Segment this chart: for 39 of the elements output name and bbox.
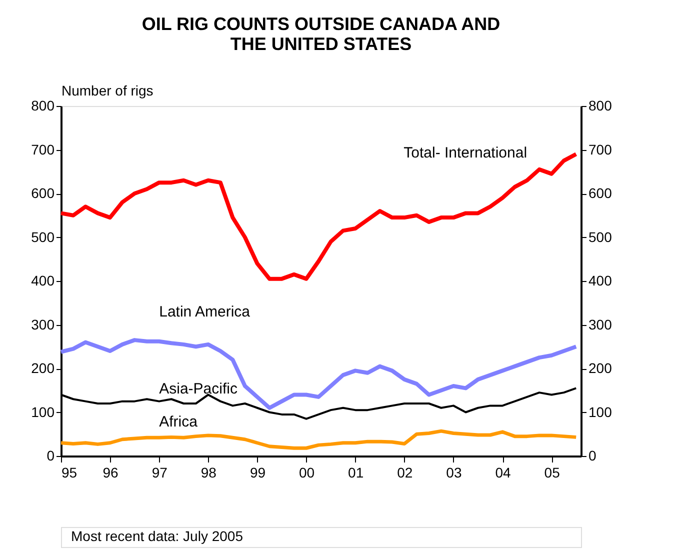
text: Most recent data: July 2005 [71, 528, 244, 544]
y2-tick-label: 500 [588, 228, 612, 245]
y-tick-label: 200 [31, 360, 55, 376]
y2-tick-label: 600 [588, 185, 612, 201]
series-label: Asia-Pacific [159, 380, 238, 398]
y-tick-label: 0 [46, 448, 55, 464]
text: OIL RIG COUNTS OUTSIDE CANADA AND [142, 14, 500, 34]
x-tick-label: 02 [397, 464, 413, 480]
x-tick-label: 03 [446, 464, 462, 480]
y-tick-label: 600 [31, 185, 55, 201]
y-tick-label: 100 [31, 404, 55, 420]
x-tick-label: 05 [544, 464, 560, 480]
y2-tick-label: 400 [588, 272, 612, 288]
x-tick-label: 04 [495, 464, 512, 480]
x-tick-label: 01 [348, 464, 364, 480]
series-label: Total- International [404, 144, 528, 162]
y2-tick-label: 0 [588, 448, 596, 464]
y-axis-title: Number of rigs [62, 82, 154, 98]
y-tick-label: 500 [31, 228, 55, 245]
y-tick-label: 800 [31, 98, 55, 114]
series-label: Africa [159, 414, 198, 431]
line-series [59, 338, 578, 410]
y-tick-label: 700 [31, 141, 55, 158]
x-tick-label: 96 [102, 464, 119, 480]
series-label: Latin America [159, 303, 251, 320]
line-series [59, 429, 578, 450]
x-tick-label: 95 [62, 464, 78, 480]
y2-tick-label: 800 [588, 98, 612, 114]
y2-tick-label: 700 [588, 141, 612, 158]
x-tick-label: 00 [298, 464, 315, 480]
y-tick-label: 400 [31, 272, 55, 288]
y2-tick-label: 300 [588, 316, 612, 332]
x-tick-label: 98 [200, 464, 217, 480]
text: THE UNITED STATES [230, 34, 412, 54]
y2-tick-label: 200 [588, 360, 612, 376]
y-tick-label: 300 [31, 316, 55, 332]
x-tick-label: 99 [250, 464, 266, 480]
y2-tick-label: 100 [588, 404, 612, 420]
x-tick-label: 97 [152, 464, 168, 480]
